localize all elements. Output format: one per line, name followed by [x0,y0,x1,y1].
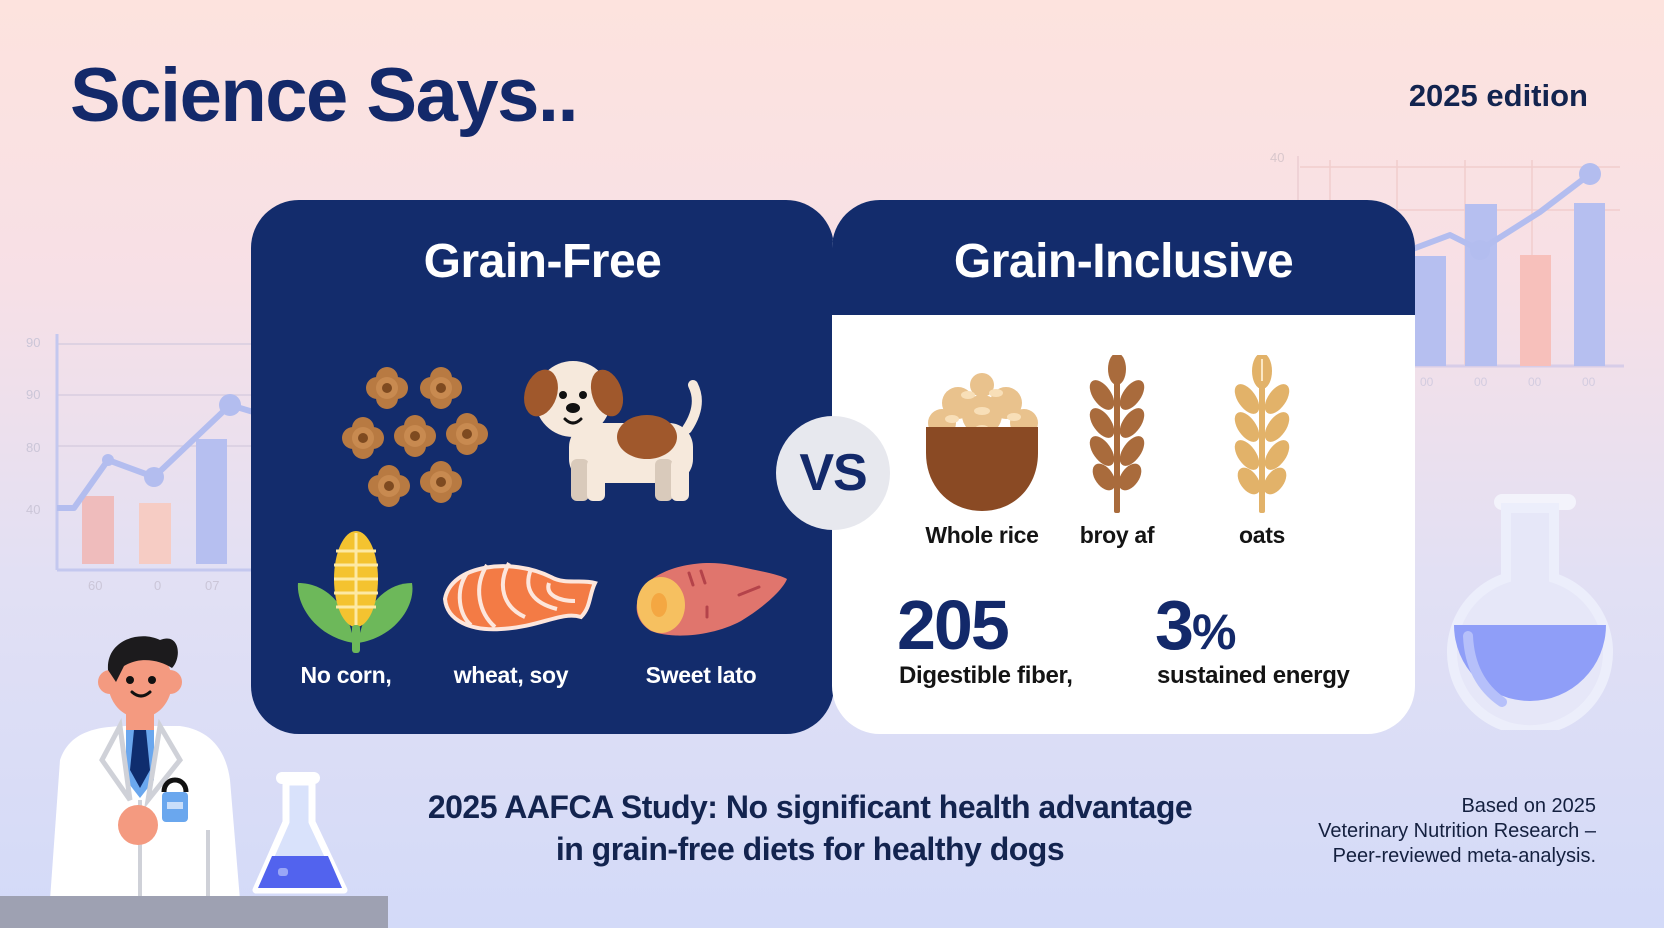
edition-label: 2025 edition [1408,78,1588,113]
kibble-icon [342,367,488,507]
study-conclusion: 2025 AAFCA Study: No significant health … [400,786,1220,870]
stat-energy-label: sustained energy [1157,662,1350,689]
svg-text:80: 80 [26,440,40,455]
grain-free-title: Grain-Free [423,235,662,288]
svg-text:07: 07 [205,578,219,593]
oats-icon [1234,355,1290,513]
svg-text:40: 40 [1270,150,1284,165]
rice-bowl-icon [926,373,1038,511]
svg-text:40: 40 [26,502,40,517]
flask-icon [1447,494,1613,730]
grain-inclusive-title: Grain-Inclusive [953,235,1294,288]
grain-inclusive-label-3: oats [1238,522,1286,548]
corn-icon [297,531,413,653]
grain-free-label-3: Sweet lato [645,662,757,688]
source-note: Based on 2025 Veterinary Nutrition Resea… [1318,794,1596,869]
background-chart-right: 40 00 00 00 00 [1270,150,1624,389]
svg-text:0: 0 [154,578,161,593]
dog-icon [524,361,702,501]
svg-text:90: 90 [26,335,40,350]
scientist-icon [50,636,240,900]
background-chart-left: 90 90 80 40 60 0 07 [26,334,260,593]
erlenmeyer-flask-icon [252,772,348,894]
vs-badge: VS [776,416,890,530]
stat-energy-value: 3% [1155,586,1237,664]
grain-inclusive-card: Grain-Inclusive [832,200,1415,734]
lab-counter [0,896,388,928]
grain-inclusive-label-2: broy af [1079,522,1155,548]
svg-text:90: 90 [26,387,40,402]
svg-text:00: 00 [1582,375,1596,389]
salmon-icon [442,562,598,632]
grain-inclusive-header [832,200,1415,315]
grain-free-label-2: wheat, soy [453,662,569,688]
source-line-2: Veterinary Nutrition Research – [1318,820,1596,842]
sweet-potato-icon [636,562,787,636]
stat-fiber-value: 205 [897,586,1010,664]
grain-free-card: Grain-Free [251,200,834,734]
study-line-1: 2025 AAFCA Study: No significant health … [427,789,1193,825]
stat-fiber-label: Digestible fiber, [899,662,1073,689]
barley-icon [1089,355,1145,513]
source-line-1: Based on 2025 [1461,795,1596,817]
grain-free-label-1: No corn, [300,662,392,688]
svg-text:00: 00 [1420,375,1434,389]
page-title: Science Says.. [70,53,579,138]
source-line-3: Peer-reviewed meta-analysis. [1332,845,1596,867]
grain-inclusive-label-1: Whole rice [925,522,1039,548]
svg-text:00: 00 [1528,375,1542,389]
study-line-2: in grain-free diets for healthy dogs [555,831,1065,867]
svg-text:00: 00 [1474,375,1488,389]
svg-text:60: 60 [88,578,102,593]
